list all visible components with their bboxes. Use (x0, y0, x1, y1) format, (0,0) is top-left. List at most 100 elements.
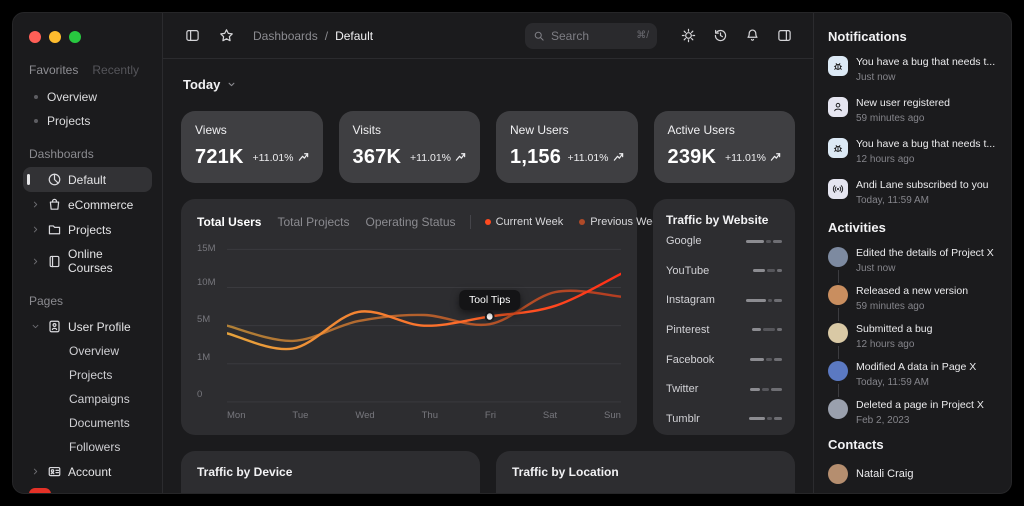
breadcrumb-default: Default (335, 28, 374, 43)
y-axis-labels: 15M 10M 5M 1M 0 (197, 243, 216, 400)
sidebar-item-overview[interactable]: Overview (23, 85, 152, 109)
site-bar-chart (750, 387, 782, 391)
site-row-google[interactable]: Google (666, 235, 782, 247)
avatar (828, 464, 848, 484)
sidebar-item-projects[interactable]: Projects (23, 109, 152, 133)
breadcrumb-dashboards[interactable]: Dashboards (253, 28, 318, 43)
site-bar-chart (750, 358, 782, 362)
period-selector[interactable]: Today (181, 73, 795, 95)
breadcrumb: Dashboards / Default (253, 29, 373, 43)
line-chart[interactable]: Tool Tips (227, 243, 621, 403)
divider (469, 215, 471, 229)
chevron-right-icon (29, 466, 41, 477)
bug-icon (828, 138, 848, 158)
tab-favorites[interactable]: Favorites (29, 63, 79, 77)
chevron-down-icon (29, 321, 41, 332)
legend-dot-icon (484, 219, 491, 225)
avatar (828, 247, 848, 267)
traffic-by-device-card: Traffic by Device (181, 451, 480, 493)
history-button[interactable] (707, 23, 733, 49)
bug-icon (828, 56, 848, 76)
app-logo[interactable]: Ai Maas (23, 484, 152, 493)
sidebar: Favorites Recently Overview Projects Das… (13, 13, 163, 493)
stat-card-views[interactable]: Views 721K +11.01% (181, 111, 323, 183)
tab-recently[interactable]: Recently (92, 63, 140, 77)
total-users-chart-card: Total Users Total Projects Operating Statu… (181, 199, 664, 435)
site-row-facebook[interactable]: Facebook (666, 354, 782, 366)
sidebar-item-ecommerce[interactable]: eCommerce (23, 192, 152, 217)
sidebar-item-overview[interactable]: Overview (69, 344, 120, 358)
site-row-tumblr[interactable]: Tumblr (666, 413, 782, 425)
site-row-instagram[interactable]: Instagram (666, 294, 782, 306)
site-bar-chart (746, 239, 782, 243)
activity-item[interactable]: Submitted a bug 12 hours ago (826, 323, 999, 359)
activity-item[interactable]: Released a new version 59 minutes ago (826, 285, 999, 321)
sidebar-item-online-courses[interactable]: Online Courses (23, 242, 152, 280)
zoom-button[interactable] (69, 31, 81, 43)
theme-toggle-button[interactable] (675, 23, 701, 49)
chart-tab-total-projects[interactable]: Total Projects (277, 215, 350, 229)
contact-item[interactable]: Natali Craig (826, 464, 999, 484)
stat-card-visits[interactable]: Visits 367K +11.01% (338, 111, 480, 183)
search-box[interactable]: ⌘/ (525, 22, 657, 49)
legend-previous-week: Previous Week (579, 216, 664, 228)
sidebar-item-account[interactable]: Account (23, 459, 152, 484)
site-row-youtube[interactable]: YouTube (666, 265, 782, 277)
sidebar-item-projects[interactable]: Projects (69, 368, 113, 382)
sidebar-item-projects[interactable]: Projects (23, 217, 152, 242)
chart-legend: Current Week Previous Week (484, 216, 664, 228)
sidebar-toggle-button[interactable] (179, 23, 205, 49)
breadcrumb-separator: / (324, 28, 329, 43)
notifications-button[interactable] (739, 23, 765, 49)
search-shortcut: ⌘/ (636, 30, 649, 41)
chart-tooltip: Tool Tips (458, 289, 521, 310)
notification-item[interactable]: You have a bug that needs t... Just now (826, 56, 999, 83)
activity-item[interactable]: Edited the details of Project X Just now (826, 247, 999, 283)
search-input[interactable] (551, 28, 631, 43)
stat-card-active-users[interactable]: Active Users 239K +11.01% (653, 111, 795, 183)
chart-tab-operating-status[interactable]: Operating Status (365, 215, 456, 229)
notification-item[interactable]: New user registered 59 minutes ago (826, 97, 999, 124)
site-row-pinterest[interactable]: Pinterest (666, 324, 782, 336)
favorite-button[interactable] (213, 23, 239, 49)
sidebar-section-title-pages: Pages (29, 294, 64, 308)
chart-tab-total-users[interactable]: Total Users (197, 215, 262, 229)
shopping-bag-icon (47, 197, 62, 212)
trend-up-icon (298, 151, 309, 165)
trend-up-icon (613, 151, 624, 165)
bullet-icon (34, 119, 38, 123)
contacts-title: Contacts (828, 437, 884, 452)
card-title: Traffic by Device (197, 465, 293, 479)
chevron-right-icon (29, 256, 41, 267)
user-icon (828, 97, 848, 117)
activity-item[interactable]: Deleted a page in Project X Feb 2, 2023 (826, 399, 999, 426)
avatar (828, 285, 848, 305)
activity-item[interactable]: Modified A data in Page X Today, 11:59 AM (826, 361, 999, 397)
site-bar-chart (753, 269, 782, 273)
sidebar-item-default[interactable]: Default (23, 167, 152, 192)
avatar (828, 361, 848, 381)
sidebar-item-user-profile[interactable]: User Profile (23, 314, 152, 339)
chart-pie-icon (47, 172, 62, 187)
close-button[interactable] (29, 31, 41, 43)
site-row-twitter[interactable]: Twitter (666, 383, 782, 395)
legend-current-week: Current Week (484, 216, 563, 228)
sidebar-section-title-dashboards: Dashboards (29, 147, 94, 161)
search-icon (534, 31, 544, 41)
id-card-icon (47, 464, 62, 479)
right-panel-toggle-button[interactable] (771, 23, 797, 49)
notification-item[interactable]: You have a bug that needs t... 12 hours a… (826, 138, 999, 165)
stat-card-new-users[interactable]: New Users 1,156 +11.01% (496, 111, 638, 183)
logo-mark: Ai (29, 488, 51, 493)
sidebar-item-followers[interactable]: Followers (69, 440, 121, 454)
trend-up-icon (455, 151, 466, 165)
notifications-title: Notifications (828, 29, 907, 44)
sidebar-item-documents[interactable]: Documents (69, 416, 130, 430)
notification-item[interactable]: Andi Lane subscribed to you Today, 11:59 … (826, 179, 999, 206)
logo-name: Maas (57, 490, 93, 493)
minimize-button[interactable] (49, 31, 61, 43)
chevron-right-icon (29, 199, 41, 210)
sidebar-item-campaigns[interactable]: Campaigns (69, 392, 130, 406)
site-bar-chart (749, 417, 782, 421)
chevron-down-icon (228, 82, 235, 86)
